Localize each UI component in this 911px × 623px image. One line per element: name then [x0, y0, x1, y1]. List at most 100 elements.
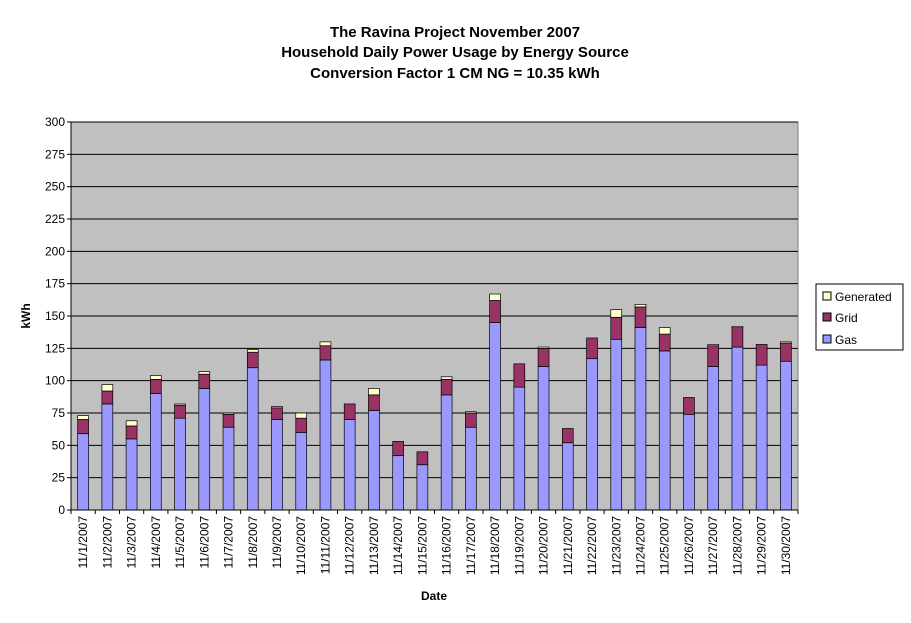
bar-generated-30: [780, 341, 792, 344]
bar-generated-24: [634, 304, 647, 308]
bar-generated-1: [77, 415, 89, 420]
x-tick-label: 11/23/2007: [609, 516, 623, 575]
x-tick-label: 11/10/2007: [294, 516, 308, 575]
x-tick-label: 11/1/2007: [76, 516, 90, 569]
legend-label-grid: Grid: [835, 311, 858, 325]
bar-generated-5: [174, 403, 186, 406]
bar-gas-23: [610, 338, 623, 511]
bar-gas-15: [416, 464, 429, 511]
y-tick-label: 0: [58, 503, 65, 517]
bar-gas-17: [465, 426, 477, 511]
y-tick-label: 175: [45, 277, 65, 291]
axes: [67, 121, 799, 514]
x-tick-label: 11/18/2007: [488, 516, 502, 575]
bar-generated-3: [125, 420, 138, 427]
bar-gas-25: [658, 350, 671, 511]
bar-grid-17: [465, 412, 477, 428]
bar-gas-3: [125, 438, 138, 511]
bar-generated-8: [246, 349, 259, 353]
bar-grid-4: [150, 379, 162, 394]
bar-grid-23: [610, 316, 623, 340]
x-tick-label: 11/7/2007: [222, 516, 236, 569]
x-tick-label: 11/4/2007: [149, 516, 163, 569]
bar-generated-27: [707, 344, 719, 347]
x-tick-label: 11/5/2007: [173, 516, 187, 569]
bar-grid-30: [780, 342, 792, 362]
bar-grid-1: [77, 419, 89, 435]
x-tick-label: 11/28/2007: [730, 516, 744, 575]
bar-gas-24: [634, 327, 647, 511]
bar-grid-13: [368, 394, 380, 411]
bar-grid-20: [537, 347, 550, 367]
x-tick-label: 11/20/2007: [537, 516, 551, 575]
bar-grid-28: [731, 327, 744, 348]
bar-grid-9: [271, 407, 283, 420]
bar-gas-14: [392, 455, 404, 511]
chart-title: The Ravina Project November 2007: [330, 24, 580, 41]
y-tick-label: 25: [52, 471, 66, 485]
bar-gas-19: [513, 386, 526, 511]
bar-gas-2: [101, 403, 114, 511]
x-tick-label: 11/15/2007: [415, 516, 429, 575]
y-tick-label: 225: [45, 212, 65, 226]
x-tick-label: 11/30/2007: [779, 516, 793, 575]
x-tick-label: 11/14/2007: [391, 516, 405, 575]
bar-gas-8: [246, 367, 259, 511]
x-tick-label: 11/16/2007: [440, 516, 454, 575]
bar-generated-2: [101, 384, 114, 392]
y-tick-label: 100: [45, 374, 65, 388]
bar-gas-4: [150, 393, 162, 511]
bar-gas-18: [489, 322, 501, 511]
bar-grid-7: [222, 413, 235, 428]
bar-generated-18: [489, 293, 501, 301]
x-axis-label: Date: [421, 589, 447, 603]
bar-grid-24: [634, 306, 647, 328]
x-tick-label: 11/29/2007: [755, 516, 769, 575]
bar-gas-26: [683, 413, 695, 511]
bar-gas-11: [319, 359, 332, 511]
bar-grid-27: [707, 345, 719, 367]
bar-generated-25: [658, 327, 671, 335]
y-tick-label: 125: [45, 341, 65, 355]
bar-grid-18: [489, 300, 501, 323]
x-tick-label: 11/19/2007: [512, 516, 526, 575]
bar-generated-10: [295, 412, 308, 419]
bar-generated-9: [271, 406, 283, 409]
bar-grid-21: [561, 428, 574, 444]
bar-generated-23: [610, 309, 623, 318]
legend-swatch-generated: [822, 291, 832, 301]
chart-subtitle-line-2: Conversion Factor 1 CM NG = 10.35 kWh: [310, 65, 600, 82]
bar-generated-20: [537, 346, 550, 349]
y-tick-label: 275: [45, 147, 65, 161]
y-tick-label: 75: [52, 406, 66, 420]
bar-gas-12: [343, 419, 356, 511]
bar-gas-22: [586, 358, 598, 511]
x-tick-label: 11/26/2007: [682, 516, 696, 575]
bar-grid-22: [586, 337, 598, 360]
bar-grid-26: [683, 397, 695, 415]
x-tick-label: 11/13/2007: [367, 516, 381, 575]
x-tick-label: 11/25/2007: [658, 516, 672, 575]
bar-grid-16: [440, 379, 453, 396]
y-tick-label: 200: [45, 244, 65, 258]
bar-generated-17: [465, 411, 477, 414]
bar-grid-25: [658, 333, 671, 352]
bar-gas-13: [368, 410, 380, 511]
bar-gas-28: [731, 346, 744, 511]
bar-generated-13: [368, 388, 380, 396]
bar-grid-14: [392, 441, 404, 457]
bar-gas-27: [707, 366, 719, 511]
legend-swatch-grid: [822, 312, 832, 322]
x-tick-label: 11/12/2007: [343, 516, 357, 575]
x-tick-label: 11/21/2007: [561, 516, 575, 575]
bar-grid-15: [416, 451, 429, 466]
bar-gas-5: [174, 417, 186, 511]
x-tick-label: 11/27/2007: [706, 516, 720, 575]
bar-grid-19: [513, 363, 526, 388]
x-tick-label: 11/24/2007: [633, 516, 647, 575]
bar-gas-30: [780, 360, 792, 511]
bar-generated-11: [319, 341, 332, 347]
bar-gas-29: [755, 364, 768, 511]
legend: Generated Grid Gas: [815, 283, 904, 351]
